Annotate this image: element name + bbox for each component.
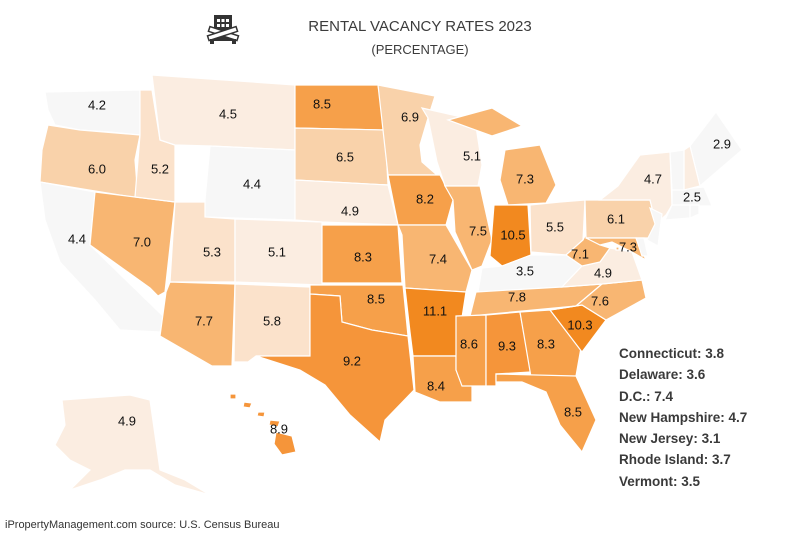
value-label-kansas: 8.3 (354, 249, 372, 264)
state-delaware (635, 237, 649, 257)
state-d-c (615, 246, 620, 251)
value-label-virginia: 4.9 (594, 265, 612, 280)
state-vermont (669, 149, 685, 191)
state-wyoming (204, 145, 296, 221)
value-label-wyoming: 4.4 (243, 176, 261, 191)
value-label-washington: 4.2 (88, 97, 106, 112)
building-barricade-icon (206, 15, 240, 44)
value-label-utah: 5.3 (203, 244, 221, 259)
state-north-dakota (294, 84, 386, 131)
value-label-pennsylvania: 6.1 (607, 211, 625, 226)
callout-new-jersey: New Jersey: 3.1 (619, 431, 721, 447)
callout-state-name: Rhode Island (619, 452, 704, 468)
value-label-kentucky: 3.5 (516, 263, 534, 278)
value-label-california: 4.4 (68, 231, 86, 246)
callout-state-name: Vermont (619, 473, 674, 489)
callout-state-name: Delaware (619, 367, 679, 383)
small-states-list: Connecticut: 3.8 Delaware: 3.6 D.C.: 7.4 Ne… (619, 343, 747, 492)
value-label-colorado: 5.1 (268, 244, 286, 259)
value-label-tennessee: 7.8 (508, 289, 526, 304)
value-label-minnesota: 6.9 (401, 109, 419, 124)
value-label-nebraska: 4.9 (341, 203, 359, 218)
value-label-north-carolina: 7.6 (591, 293, 609, 308)
map-subtitle: (PERCENTAGE) (371, 42, 469, 57)
callout-state-value: 3.8 (705, 346, 725, 361)
state-alaska (54, 394, 211, 496)
callout-state-value: 7.4 (654, 388, 674, 404)
callout-state-value: 4.7 (728, 409, 748, 425)
value-label-missouri: 7.4 (429, 251, 447, 266)
callout-state-value: 3.1 (701, 431, 721, 447)
value-label-nevada: 7.0 (133, 234, 151, 249)
state-iowa (387, 174, 454, 226)
state-kansas (321, 224, 403, 284)
state-florida (495, 373, 597, 454)
value-label-hawaii: 8.9 (270, 421, 288, 436)
callout-state-name: Connecticut (619, 346, 698, 361)
callout-state-name: D.C. (619, 388, 646, 404)
value-label-arkansas: 11.1 (423, 303, 447, 318)
value-label-michigan: 7.3 (516, 171, 534, 186)
value-label-louisiana: 8.4 (427, 378, 445, 393)
value-label-north-dakota: 8.5 (313, 96, 331, 111)
value-label-iowa: 8.2 (416, 191, 434, 206)
value-label-montana: 4.5 (219, 106, 237, 121)
value-label-massachusetts: 2.5 (683, 189, 701, 204)
state-hawaii (273, 431, 297, 456)
value-label-maryland: 7.3 (619, 239, 637, 254)
value-label-maine: 2.9 (713, 136, 731, 151)
callout-state-value: 3.6 (686, 367, 706, 383)
value-label-west-virginia: 7.1 (571, 246, 589, 261)
callout-state-value: 3.5 (681, 473, 701, 489)
value-label-indiana: 10.5 (500, 227, 525, 242)
state-minnesota (377, 84, 439, 176)
state-hawaii (242, 401, 253, 409)
value-label-oregon: 6.0 (88, 161, 106, 176)
callout-d-c: D.C.: 7.4 (619, 388, 674, 404)
state-north-carolina (549, 279, 647, 321)
state-massachusetts (671, 186, 713, 207)
value-label-ohio: 5.5 (546, 219, 564, 234)
value-label-georgia: 8.3 (537, 336, 555, 351)
state-nebraska (294, 179, 399, 226)
value-label-south-dakota: 6.5 (336, 149, 354, 164)
state-rhode-island (689, 204, 700, 219)
callout-new-hampshire: New Hampshire: 4.7 (619, 409, 748, 425)
value-label-oklahoma: 8.5 (367, 291, 385, 306)
state-hawaii (268, 419, 281, 428)
state-texas (255, 293, 415, 444)
value-label-new-mexico: 5.8 (263, 313, 281, 328)
callout-state-name: New Hampshire (619, 409, 721, 425)
value-label-wisconsin: 5.1 (463, 148, 481, 163)
state-mississippi (455, 314, 487, 387)
callout-state-value: 3.7 (712, 452, 731, 468)
callout-delaware: Delaware: 3.6 (619, 367, 706, 383)
state-illinois (443, 185, 493, 271)
source-footer: iPropertyManagement.com source: U.S. Cen… (5, 519, 280, 531)
callout-rhode-island: Rhode Island: 3.7 (619, 452, 731, 468)
value-label-illinois: 7.5 (469, 223, 487, 238)
value-label-alabama: 9.3 (498, 338, 516, 353)
state-michigan (446, 107, 524, 137)
value-label-arizona: 7.7 (195, 313, 213, 328)
value-label-new-york: 4.7 (644, 171, 662, 186)
value-label-alaska: 4.9 (118, 413, 136, 428)
state-hawaii (256, 411, 266, 418)
callout-vermont: Vermont: 3.5 (619, 473, 701, 489)
value-label-idaho: 5.2 (151, 161, 169, 176)
map-title: RENTAL VACANCY RATES 2023 (308, 18, 532, 35)
callout-connecticut: Connecticut: 3.8 (619, 346, 725, 361)
value-label-mississippi: 8.6 (460, 336, 478, 351)
value-label-texas: 9.2 (343, 353, 361, 368)
state-new-jersey (646, 206, 663, 247)
state-hawaii (229, 393, 237, 400)
callout-state-name: New Jersey (619, 431, 694, 447)
value-label-florida: 8.5 (564, 404, 582, 419)
value-label-south-carolina: 10.3 (567, 317, 592, 332)
state-west-virginia (565, 233, 611, 267)
